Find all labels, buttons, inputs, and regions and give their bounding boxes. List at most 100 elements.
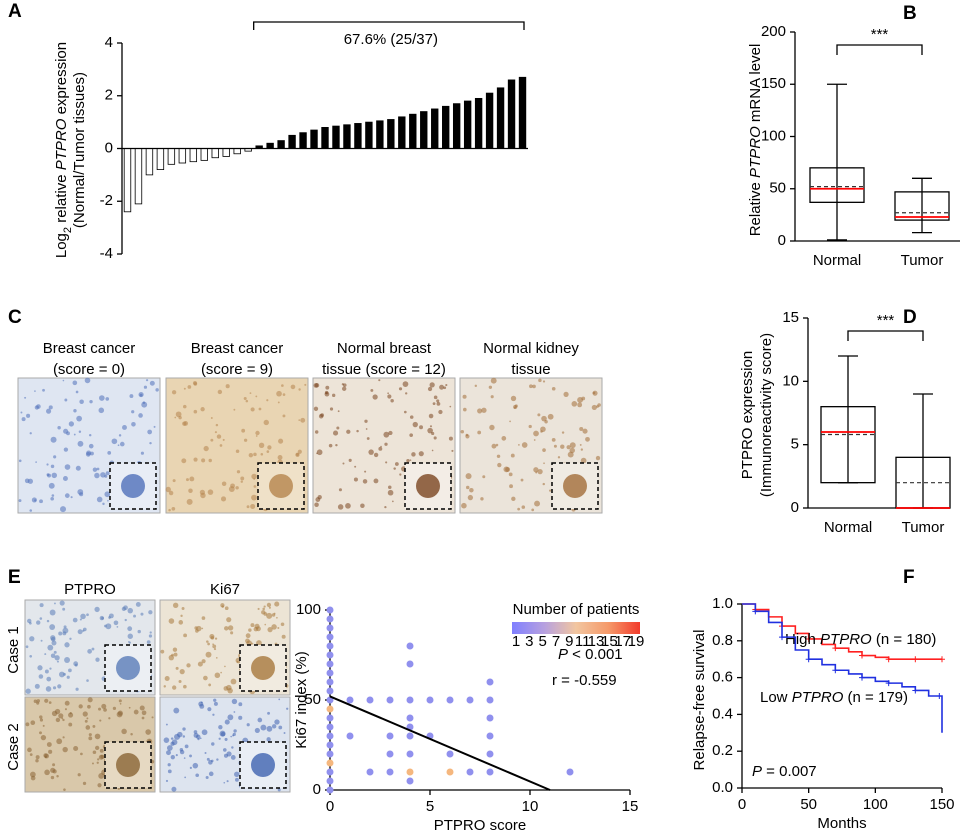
texture [216,758,219,761]
texture [170,737,174,740]
texture [92,750,97,754]
fit-line [329,695,551,791]
texture [405,392,408,395]
texture [540,430,543,433]
y-tick-label: 100 [296,601,321,618]
texture [313,406,319,411]
texture [245,399,249,403]
texture [385,461,388,464]
texture [251,494,257,501]
texture [103,708,107,712]
texture [547,413,554,420]
texture [398,387,403,391]
texture [465,434,470,439]
text-part: Log [53,233,70,258]
texture [85,725,91,730]
point [486,732,494,740]
texture [179,749,185,755]
inset-cell [251,656,275,680]
text-part: relative [53,170,70,227]
texture [77,629,83,635]
texture [145,729,151,735]
texture [44,753,50,759]
texture [88,443,94,449]
survival-curve [742,603,943,733]
texture [86,613,89,617]
texture [251,642,254,645]
bar [288,134,296,149]
texture [563,391,569,398]
bar [310,129,318,149]
texture [508,472,513,477]
texture [222,438,225,441]
bracket [847,330,924,341]
point [386,750,394,758]
texture [231,698,238,705]
texture [122,425,127,430]
image-title: Breast cancer [43,340,136,357]
texture [234,771,240,778]
texture [63,625,67,629]
texture [90,451,94,456]
texture [580,457,587,464]
texture [250,503,256,509]
texture [96,467,100,471]
x-tick-label: 15 [622,798,639,815]
texture [509,420,511,423]
colorbar-tick-label: 5 [538,633,546,650]
texture [354,465,357,468]
texture [68,668,72,673]
bar [277,140,285,149]
texture [133,709,139,715]
texture [436,399,440,403]
texture [118,699,122,703]
texture [551,437,556,442]
point [406,660,414,668]
bar [442,105,450,149]
texture [561,431,565,434]
texture [182,735,186,738]
point [466,696,474,704]
texture [514,404,518,408]
censor-mark [912,656,919,663]
texture [181,606,185,610]
texture [178,415,182,420]
texture [360,503,365,509]
texture [298,388,301,391]
texture [82,629,85,632]
texture [300,417,306,423]
image-title: (score = 0) [53,361,125,378]
texture [241,428,246,433]
texture [560,444,565,449]
point [406,714,414,722]
texture [276,390,282,397]
point [446,696,454,704]
texture [128,641,130,643]
texture [266,737,271,742]
bar [321,127,329,149]
texture [118,434,122,437]
texture [497,462,502,468]
texture [189,476,195,482]
y-tick-label: 0.4 [712,705,733,722]
texture [542,448,546,452]
censor-mark [805,635,812,642]
point [466,768,474,776]
texture [402,381,409,387]
bar [518,76,527,149]
bar [134,148,143,205]
texture [64,657,71,663]
texture [64,464,71,470]
texture [281,634,286,639]
x-tick-label: 150 [929,796,954,813]
texture [40,734,47,741]
point [486,696,494,704]
texture [461,502,467,509]
texture [79,399,84,405]
texture [78,430,82,433]
texture [179,669,185,675]
texture [187,385,192,389]
texture [34,683,40,689]
texture [496,454,501,459]
texture [411,452,416,457]
